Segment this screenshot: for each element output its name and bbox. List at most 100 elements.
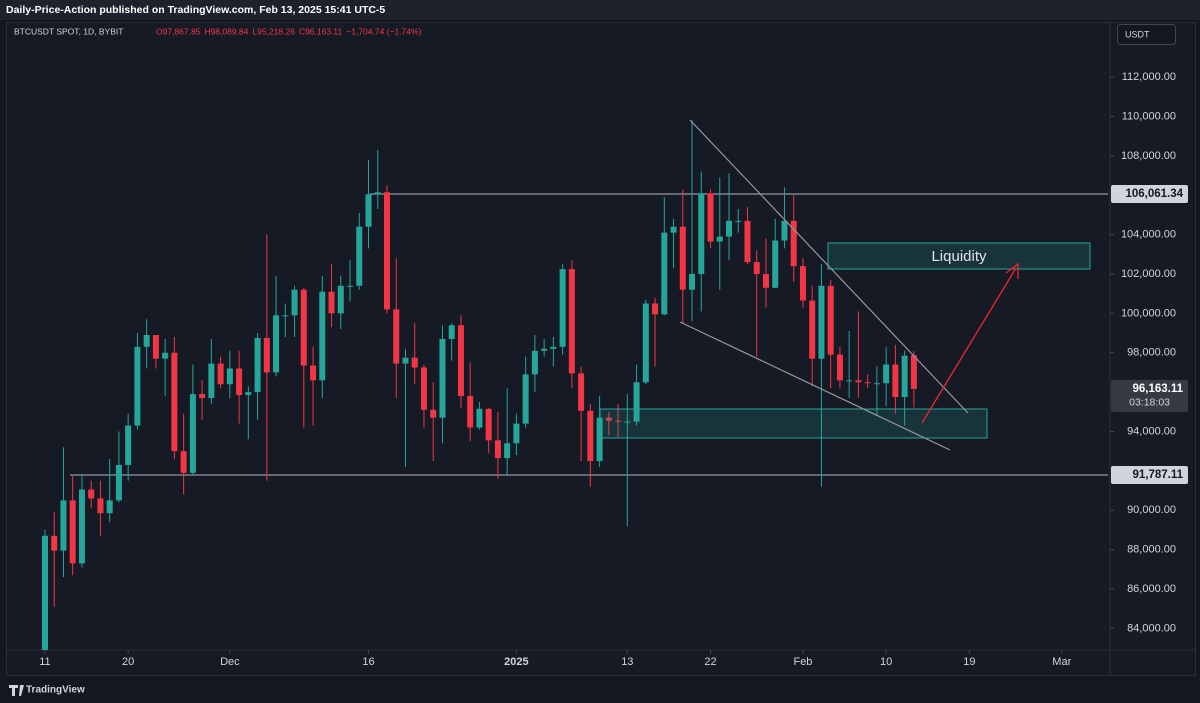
candle-body [615,420,622,422]
candle-body [226,368,233,385]
candle-body [753,262,760,274]
candle-body [208,363,215,399]
candle-body [106,500,113,514]
candle-body [88,489,95,499]
candle-body [846,380,853,382]
candle-body [504,443,511,459]
candle-body [596,417,603,462]
candle-body [467,396,474,428]
y-tick-label: 104,000.00 [1121,229,1176,241]
candle-body [698,193,705,274]
candle-body [328,291,335,314]
candle-body [393,309,400,364]
candle-body [356,226,363,286]
candle-body [726,220,733,237]
candle-body [661,232,668,315]
candle-body [568,269,575,374]
currency-button[interactable] [1117,24,1176,45]
candle-body [291,289,298,316]
ohlc-value: H98,089.84 [204,26,248,36]
y-tick-label: 94,000.00 [1127,425,1176,437]
candle-body [827,285,834,355]
candle-body [744,220,751,263]
y-tick-label: 84,000.00 [1127,622,1176,634]
candle-body [873,383,880,385]
y-tick-label: 100,000.00 [1121,307,1176,319]
candle-body [781,220,788,241]
candle-body [97,498,104,514]
candle-body [236,368,243,396]
candle-body [652,303,659,315]
candle-body [347,285,354,287]
footer: TradingView [9,685,85,696]
x-tick-label: 16 [362,656,374,668]
candle-body [772,240,779,288]
drawings: Liquidity [599,119,1091,451]
liquidity-zone [827,242,1091,270]
candle-body [217,363,224,385]
candle-body [254,337,261,393]
candle-body [559,269,566,347]
candle-body [374,192,381,195]
y-tick-label: 98,000.00 [1127,347,1176,359]
level-label-box [1111,466,1188,485]
candle-body [300,289,307,366]
candle-body [910,355,917,389]
x-tick-label: Feb [793,656,812,668]
x-tick-label: 2025 [504,656,528,668]
candle-body [180,451,187,473]
candle-body [476,408,483,428]
candle-body [448,325,455,339]
candle-body [439,338,446,418]
candle-body [134,346,141,426]
last-price-label: 96,163.11 [1132,383,1183,395]
candle-body [189,394,196,473]
candle-body [319,291,326,381]
candle-body [115,464,122,501]
candle-body [642,303,649,383]
candle-body [531,350,538,375]
candle-body [605,417,612,421]
candle-body [679,226,686,290]
candle-body [670,226,677,233]
candle-body [245,392,252,396]
x-tick-label: 11 [39,656,50,668]
candle-body [337,285,344,314]
arrow-line [921,267,1017,424]
candle-body [522,374,529,424]
axes: 84,000.0086,000.0088,000.0090,000.0092,0… [39,71,1188,668]
candle-body [633,382,640,422]
x-tick-label: Dec [220,656,240,668]
candle-body [125,425,132,465]
level-label-box [1111,185,1188,204]
symbol-label: BTCUSDT SPOT, 1D, BYBIT [14,26,123,36]
candle-body [162,352,169,359]
candle-body [143,335,150,347]
countdown-label: 03:18:03 [1129,397,1170,409]
x-tick-label: Mar [1052,656,1071,668]
wedge-upper [689,119,969,414]
y-tick-label: 108,000.00 [1121,150,1176,162]
x-tick-label: 22 [704,656,716,668]
last-price-box [1111,379,1188,412]
candle-body [836,354,843,381]
y-tick-label: 86,000.00 [1127,583,1176,595]
y-tick-label: 112,000.00 [1122,71,1176,83]
candle-body [550,346,557,349]
candle-body [809,300,816,359]
candle-body [199,394,206,399]
candle-body [735,220,742,222]
candle-body [420,367,427,410]
candle-body [402,357,409,364]
ohlc-value: L95,218.26 [252,26,295,36]
y-tick-label: 102,000.00 [1121,268,1176,280]
candle-body [855,380,862,383]
candle-body [282,315,289,317]
candle-body [707,193,714,242]
demand-zone [599,408,988,439]
candle-body [273,315,280,373]
candle-body [513,423,520,444]
x-tick-label: 10 [880,656,892,668]
candle-body [790,220,797,267]
